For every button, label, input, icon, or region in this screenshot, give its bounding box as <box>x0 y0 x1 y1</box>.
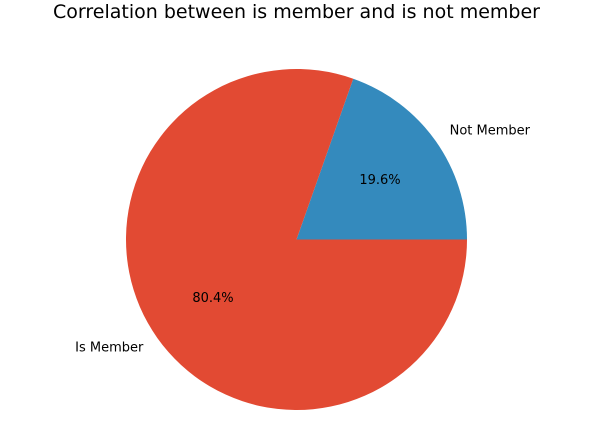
pie-slice-is-member <box>126 69 468 411</box>
slice-percent-not-member: 19.6% <box>359 173 400 188</box>
slice-label-not-member: Not Member <box>450 124 531 139</box>
slice-label-is-member: Is Member <box>75 340 144 355</box>
slice-percent-is-member: 80.4% <box>192 291 233 306</box>
pie-slice-not-member <box>296 78 467 240</box>
chart-title: Correlation between is member and is not… <box>53 1 540 23</box>
